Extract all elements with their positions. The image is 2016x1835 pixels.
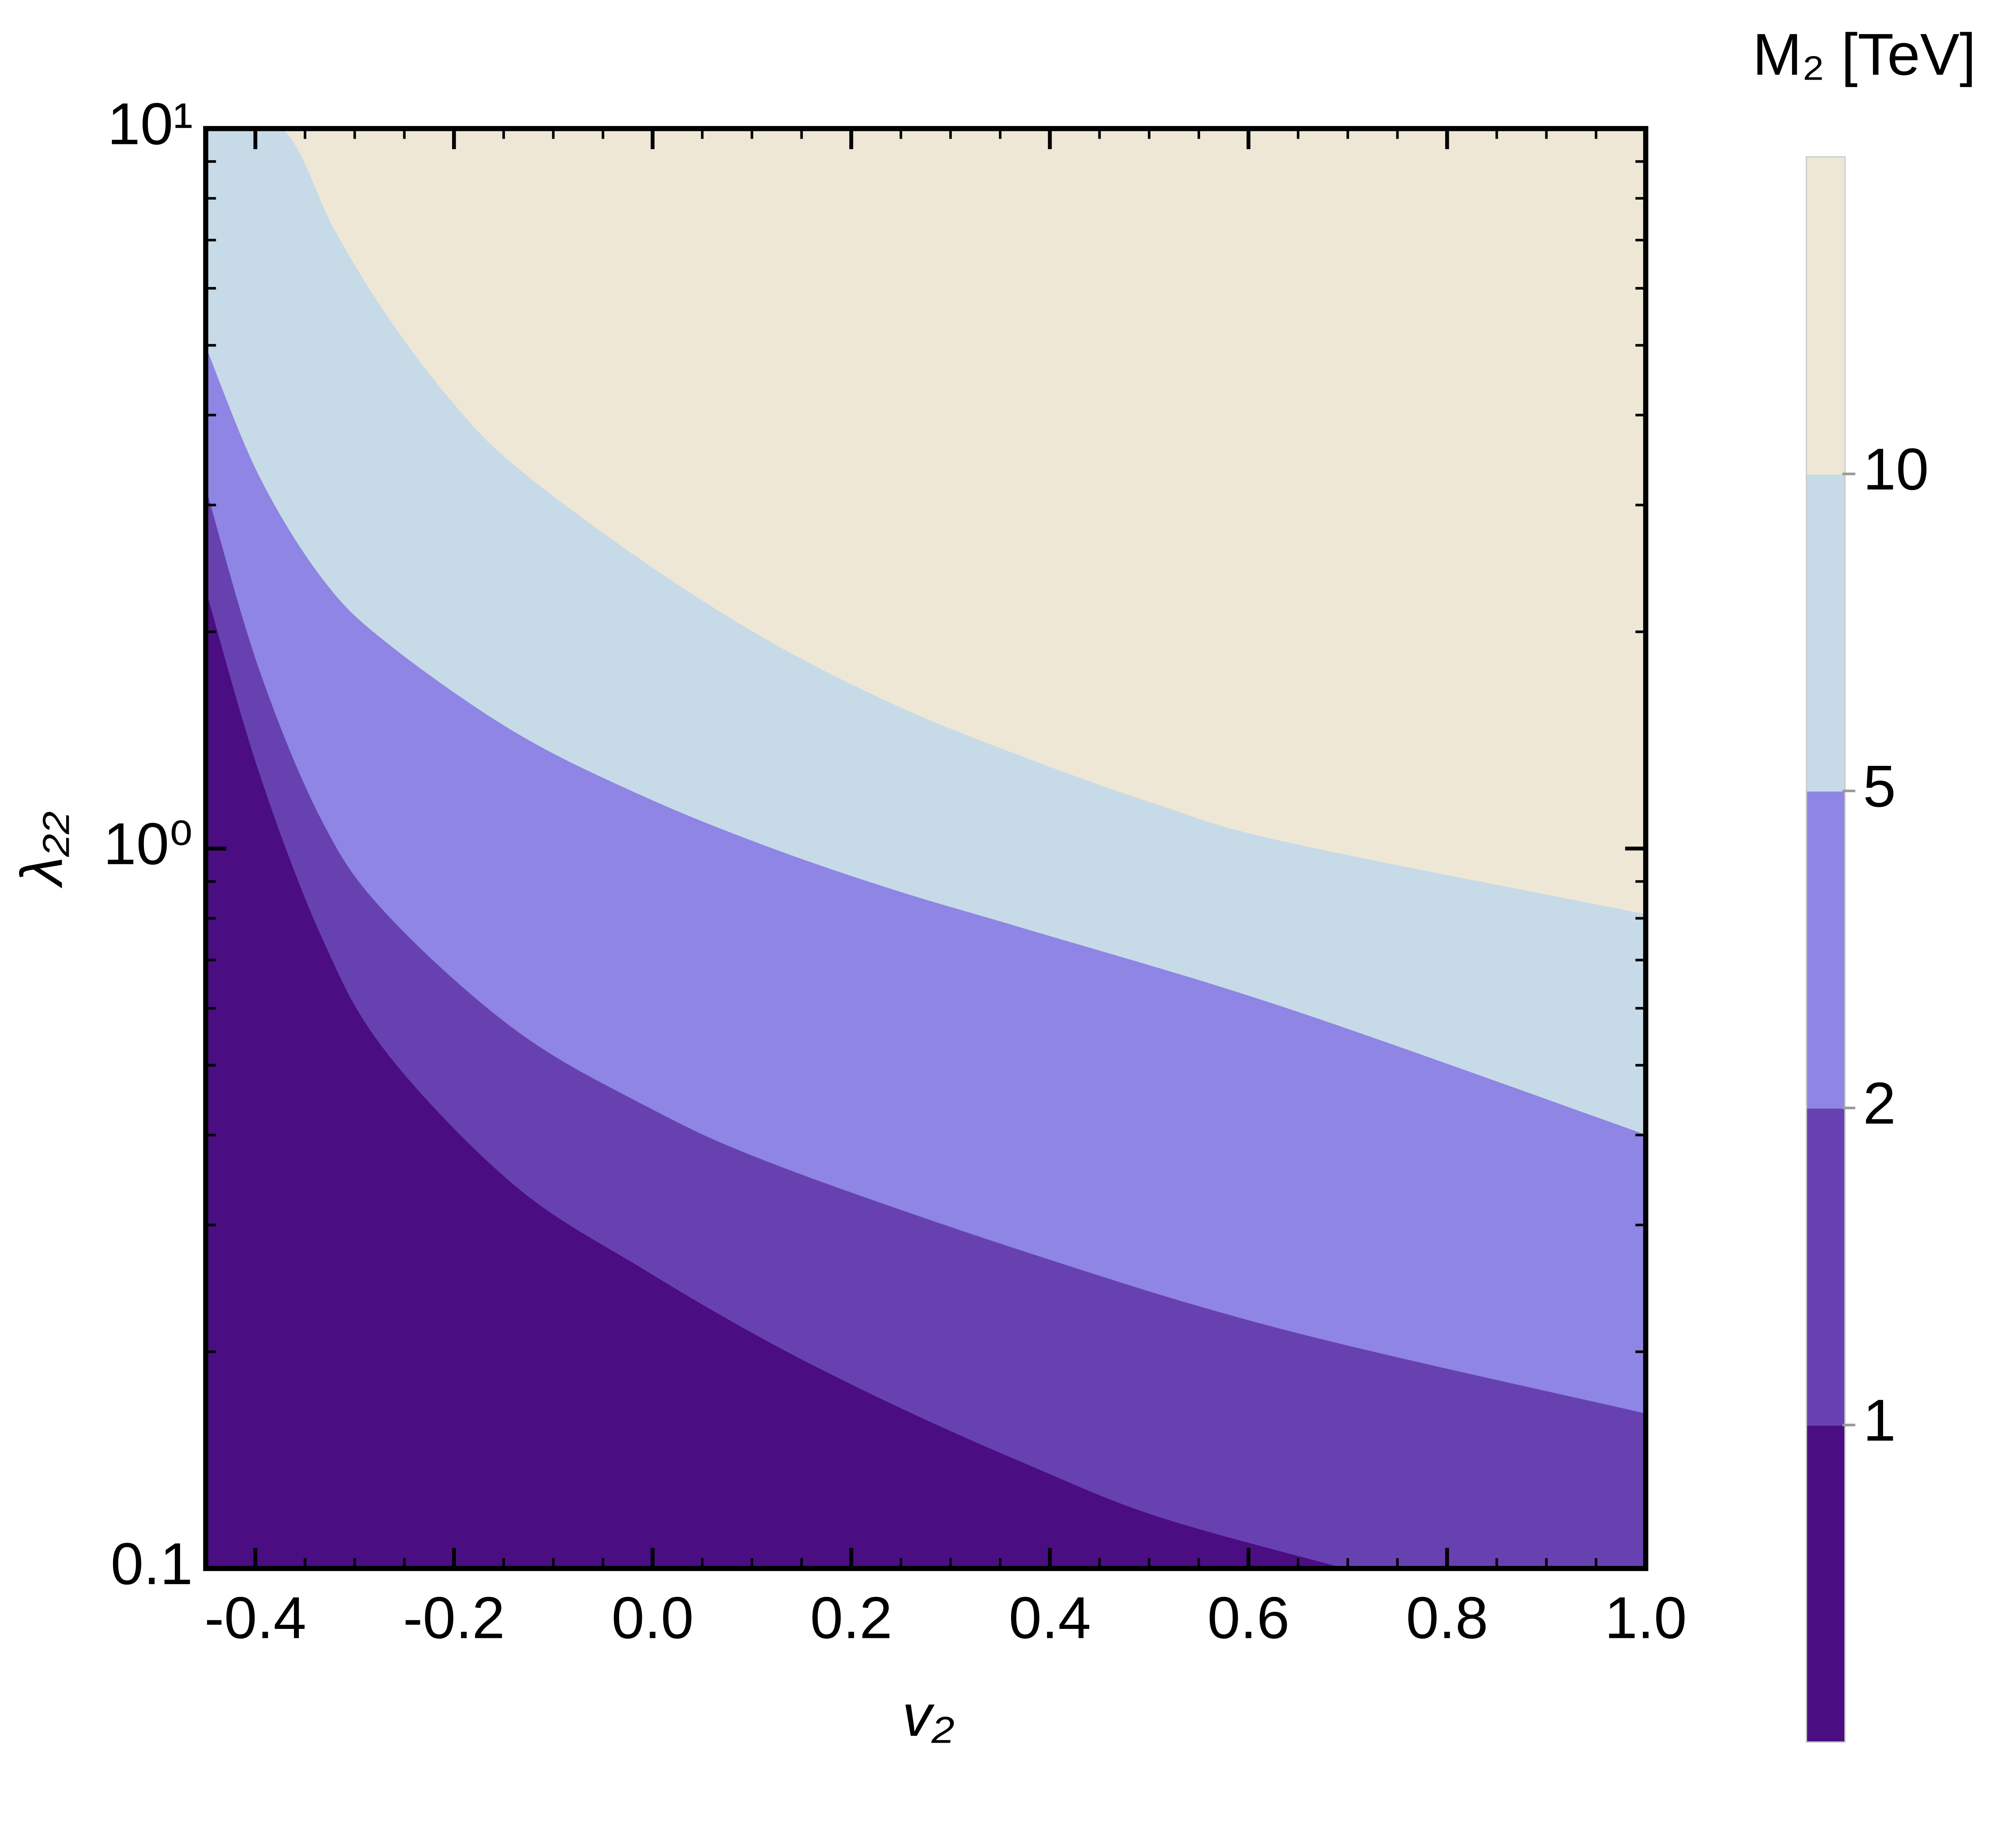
x-tick-label: -0.2 — [403, 1585, 505, 1651]
colorbar-band — [1806, 1108, 1845, 1426]
colorbar-frame — [1805, 156, 1846, 1743]
x-tick-label: 0.6 — [1207, 1585, 1290, 1651]
x-tick-label: 0.0 — [611, 1585, 694, 1651]
x-axis-label: v₂ — [902, 1682, 954, 1748]
colorbar-title: M₂ [TeV] — [1753, 21, 1976, 87]
x-tick-label: 0.8 — [1406, 1585, 1488, 1651]
colorbar-tick-label: 2 — [1863, 1070, 1896, 1136]
colorbar-band — [1806, 157, 1845, 475]
y-tick-label: 10⁰ — [103, 811, 193, 877]
y-tick-label: 10¹ — [107, 91, 193, 157]
y-tick-label: 0.1 — [111, 1531, 193, 1597]
colorbar-tick-label: 5 — [1863, 753, 1896, 819]
contour-region — [206, 128, 1646, 1569]
colorbar-tick-label: 1 — [1863, 1387, 1896, 1453]
colorbar-band — [1806, 474, 1845, 792]
axes: -0.4 -0.2 0.0 0.2 0.4 0.6 0.8 1.0 0.1 10⁰ 10¹ 1 2 5 10 — [103, 91, 1929, 1743]
x-tick-label: 1.0 — [1605, 1585, 1687, 1651]
plot-area — [206, 128, 1646, 1569]
colorbar-band — [1806, 1425, 1845, 1743]
x-tick-label: -0.4 — [204, 1585, 307, 1651]
y-axis-label: λ₂₂ — [8, 811, 74, 889]
colorbar-band — [1806, 791, 1845, 1109]
contour-region — [206, 128, 1646, 1569]
x-tick-label: 0.2 — [810, 1585, 892, 1651]
colorbar-tick-label: 10 — [1863, 436, 1929, 502]
x-tick-label: 0.4 — [1009, 1585, 1091, 1651]
